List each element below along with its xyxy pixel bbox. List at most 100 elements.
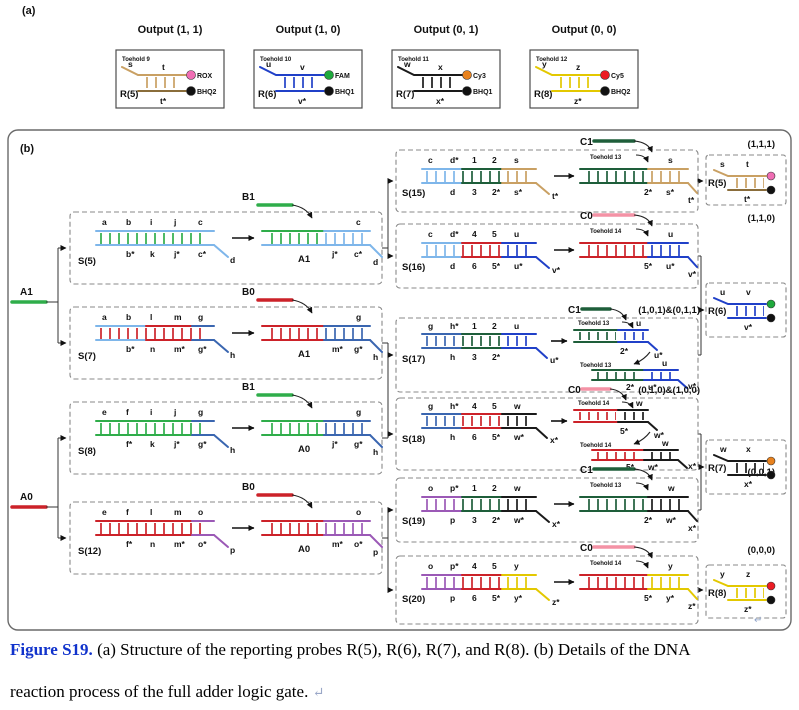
reporter-box xyxy=(705,282,787,338)
gate-box xyxy=(69,306,383,380)
seg-label: 5* xyxy=(626,462,635,472)
fluorophore-dot xyxy=(324,70,334,80)
gate-s20: S(20) C0 (0,0,0) o p* 4 5 y p 6 5* y* z*… xyxy=(395,543,775,625)
toehold-arrow xyxy=(635,228,649,237)
result-label: (1,1,1) xyxy=(748,139,775,150)
toehold-label: Toehold 13 xyxy=(580,363,612,369)
seg-label: d xyxy=(230,255,235,265)
gate-box xyxy=(395,149,699,213)
seg-label: 6 xyxy=(472,593,477,603)
seg-label: o* xyxy=(198,539,207,549)
seg-label: x* xyxy=(688,461,697,471)
fluorophore-dot xyxy=(600,70,610,80)
seg-label: g xyxy=(356,312,361,322)
seg-label: 2* xyxy=(644,187,653,197)
seg-label: z xyxy=(746,569,750,579)
seg-label: g* xyxy=(198,344,207,354)
seg-label: y xyxy=(514,561,519,571)
seg-label: y xyxy=(542,59,547,69)
seg-label: k xyxy=(150,249,155,259)
seg-label: s* xyxy=(666,187,675,197)
probe-r8: Output (0, 0) Toehold 12 y z Cy5 BHQ2 R(… xyxy=(529,24,639,109)
reporter-r5: s t R(5) t* xyxy=(705,154,787,206)
seg-label: u* xyxy=(666,261,675,271)
fluorophore-dot xyxy=(766,456,776,466)
quencher-label: BHQ1 xyxy=(473,89,493,96)
gate-box xyxy=(395,477,699,543)
seg-label: j xyxy=(173,217,176,227)
seg-label: g xyxy=(356,407,361,417)
trigger-label: C0 xyxy=(580,543,593,554)
seg-label: f xyxy=(126,407,129,417)
trigger-label: C0 xyxy=(580,211,593,222)
seg-label: w* xyxy=(647,462,659,472)
toehold-arrow xyxy=(635,154,649,163)
seg-label: j* xyxy=(173,249,180,259)
seg-label: 1 xyxy=(472,155,477,165)
toehold-label: Toehold 13 xyxy=(578,321,610,327)
reporter-r7: w x R(7) x* xyxy=(705,439,787,495)
reporter-box xyxy=(705,439,787,495)
seg-label: n xyxy=(150,344,155,354)
seg-label: h xyxy=(373,447,378,457)
seg-label: 1 xyxy=(472,321,477,331)
gate-s5: S(5) a b i j c b* k j* c* d B1 A1 c j* c… xyxy=(69,192,383,285)
panel-b-border xyxy=(7,129,792,631)
fluorophore-dot xyxy=(766,171,776,181)
seg-label: c xyxy=(428,155,433,165)
seg-label: y* xyxy=(514,593,523,603)
input-a0-label: A0 xyxy=(20,492,33,503)
seg-label: j* xyxy=(331,439,338,449)
gate-name: S(7) xyxy=(78,351,96,362)
trigger-arrow xyxy=(633,546,653,559)
seg-label: g xyxy=(198,312,203,322)
gate-box xyxy=(69,211,383,285)
seg-label: x* xyxy=(688,523,697,533)
caption-text-1: (a) Structure of the reporting probes R(… xyxy=(92,640,691,659)
connector-s7-s8 xyxy=(382,342,389,439)
reactant-ladder xyxy=(421,496,550,523)
gate-name: S(18) xyxy=(402,434,425,445)
caption-figure-label: Figure S19. xyxy=(10,640,93,659)
seg-label: 3 xyxy=(472,515,477,525)
seg-label: z* xyxy=(688,601,696,611)
toehold-label: Toehold 14 xyxy=(590,229,622,235)
reactant-ladder xyxy=(95,230,229,258)
quencher-label: BHQ1 xyxy=(335,89,355,96)
seg-label: e xyxy=(102,507,107,517)
gate-s15: S(15) C1 (1,1,1) c d* 1 2 s d 3 2* s* t*… xyxy=(395,137,775,213)
seg-label: m* xyxy=(332,344,344,354)
input-a0-connector xyxy=(46,438,59,538)
seg-label: i xyxy=(150,407,152,417)
quencher-dot xyxy=(766,595,776,605)
result-label: (1,0,1)&(0,1,1) xyxy=(638,305,700,316)
seg-label: 2* xyxy=(492,515,501,525)
seg-label: b xyxy=(126,217,131,227)
seg-label: v xyxy=(746,287,751,297)
gate-box xyxy=(69,501,383,575)
seg-label: 2* xyxy=(620,346,629,356)
seg-label: v* xyxy=(298,96,307,106)
seg-label: k xyxy=(150,439,155,449)
gate-s8: S(8) e f i j g f* k j* g* h B1 A0 g j* g… xyxy=(69,382,383,475)
seg-label: t* xyxy=(160,96,167,106)
seg-label: u* xyxy=(514,261,523,271)
input-a1-connector xyxy=(46,248,59,343)
seg-label: w xyxy=(661,438,669,448)
reactant-ladder xyxy=(421,413,548,439)
seg-label: o xyxy=(428,561,433,571)
seg-label: w xyxy=(513,401,521,411)
seg-label: 4 xyxy=(472,561,477,571)
seg-label: s xyxy=(128,59,133,69)
probe-box xyxy=(391,49,501,109)
trigger-arrow xyxy=(609,308,627,321)
fluorophore-dot xyxy=(186,70,196,80)
seg-label: c* xyxy=(354,249,363,259)
seg-label: 3 xyxy=(472,187,477,197)
seg-label: y xyxy=(668,561,673,571)
product-ladder xyxy=(579,242,698,268)
trigger-arrow xyxy=(633,214,653,227)
seg-label: w xyxy=(667,483,675,493)
trigger-label: C0 xyxy=(568,385,581,396)
trigger-arrow xyxy=(291,394,313,409)
